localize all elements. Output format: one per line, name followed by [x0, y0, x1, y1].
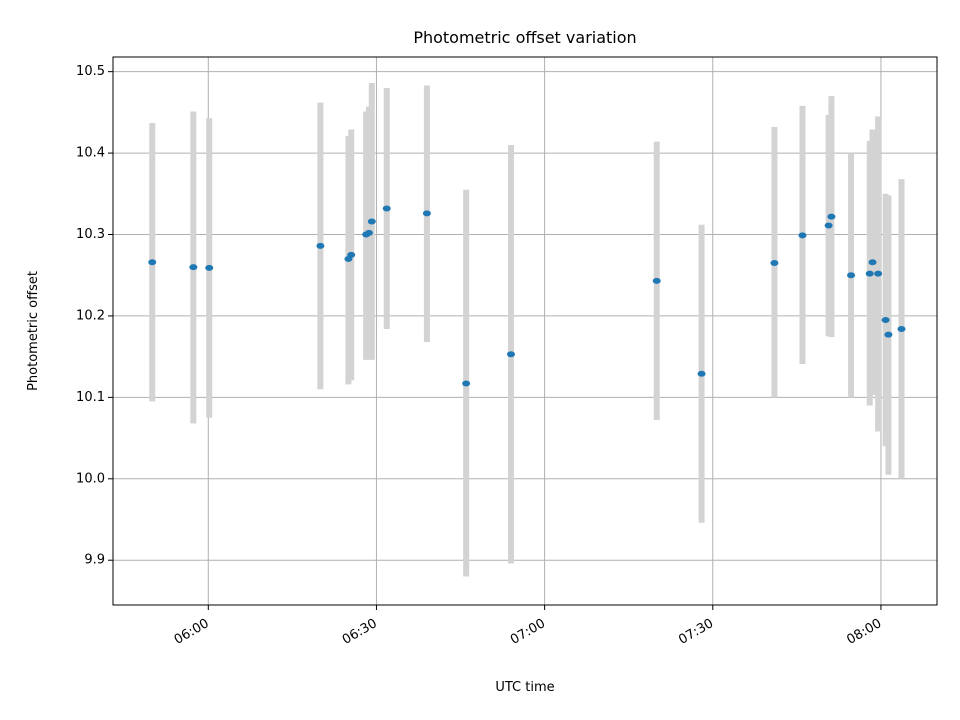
- data-point: [881, 317, 890, 324]
- y-tick-label: 9.9: [84, 553, 105, 568]
- data-point: [865, 270, 874, 277]
- x-axis-label: UTC time: [495, 680, 554, 695]
- plot-area-frame: [112, 56, 938, 606]
- y-tick-label: 10.3: [76, 227, 105, 242]
- y-tick-label: 10.4: [76, 146, 105, 161]
- data-point: [827, 213, 836, 220]
- data-point: [697, 370, 706, 377]
- data-point: [798, 232, 807, 239]
- data-point: [148, 259, 157, 266]
- data-point: [367, 218, 376, 225]
- data-point: [316, 242, 325, 249]
- data-point: [364, 229, 373, 236]
- y-axis: 9.9 10.0 10.1 10.2 10.3 10.4 10.5: [76, 64, 113, 568]
- data-point: [847, 272, 856, 279]
- data-point: [874, 270, 883, 277]
- data-point: [462, 380, 471, 387]
- y-axis-label: Photometric offset: [26, 271, 41, 391]
- y-tick-label: 10.5: [76, 64, 105, 79]
- data-point: [205, 264, 214, 271]
- y-tick-label: 10.2: [76, 308, 105, 323]
- data-point: [506, 351, 515, 358]
- chart-title: Photometric offset variation: [413, 28, 636, 47]
- data-point: [422, 210, 431, 217]
- data-point: [382, 205, 391, 212]
- data-point: [189, 264, 198, 271]
- data-point: [868, 259, 877, 266]
- data-point: [770, 260, 779, 267]
- data-point: [897, 325, 906, 332]
- data-point: [347, 251, 356, 258]
- data-point: [652, 277, 661, 284]
- data-points: [148, 205, 906, 387]
- data-point: [884, 331, 893, 338]
- y-tick-label: 10.0: [76, 471, 105, 486]
- data-point: [824, 222, 833, 229]
- y-tick-label: 10.1: [76, 390, 105, 405]
